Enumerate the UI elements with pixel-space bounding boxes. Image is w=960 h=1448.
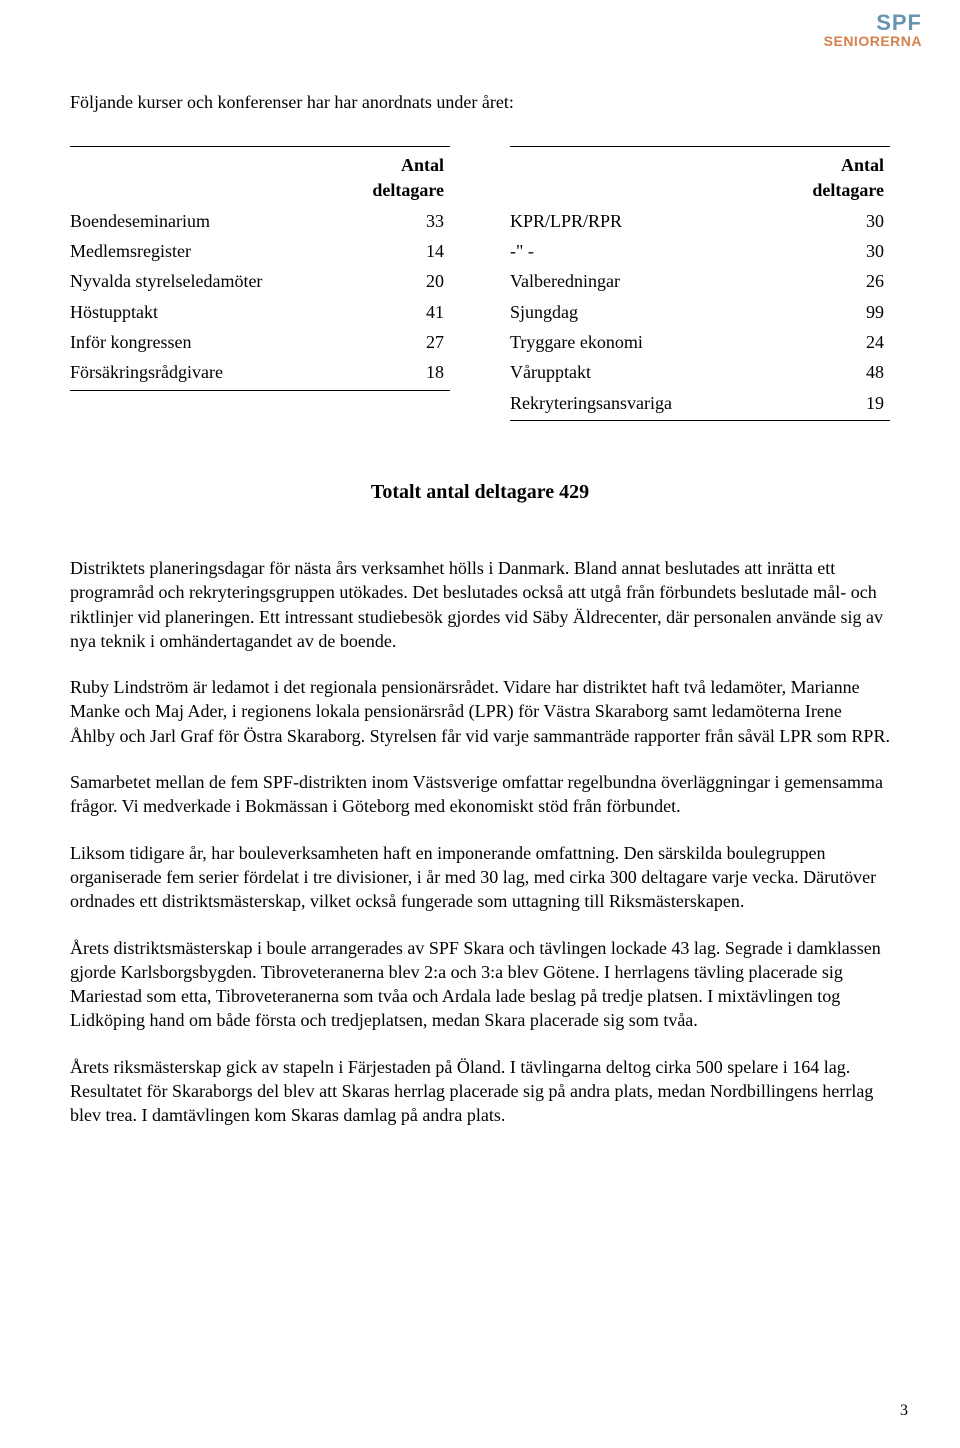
row-value: 18 [372,357,450,387]
page-content: Följande kurser och konferenser har har … [0,0,960,1190]
table-rule [510,420,890,421]
logo-line1: SPF [824,12,922,34]
row-value: 30 [812,236,890,266]
table-row: Boendeseminarium33 [70,206,450,236]
table-row: Försäkringsrådgivare18 [70,357,450,387]
table-row: Sjungdag99 [510,297,890,327]
row-value: 41 [372,297,450,327]
row-label: KPR/LPR/RPR [510,206,812,236]
body-paragraph: Liksom tidigare år, har bouleverksamhete… [70,841,890,914]
row-label: Rekryteringsansvariga [510,388,812,418]
row-label: Vårupptakt [510,357,812,387]
table-row: Inför kongressen27 [70,327,450,357]
row-value: 99 [812,297,890,327]
row-label: Tryggare ekonomi [510,327,812,357]
body-paragraph: Årets distriktsmästerskap i boule arrang… [70,936,890,1033]
row-value: 27 [372,327,450,357]
participants-table-right: Antal deltagare KPR/LPR/RPR30-" -30Valbe… [510,149,890,418]
table-left: Antal deltagare Boendeseminarium33Medlem… [70,144,450,423]
row-label: -" - [510,236,812,266]
table-right: Antal deltagare KPR/LPR/RPR30-" -30Valbe… [510,144,890,423]
row-label: Inför kongressen [70,327,372,357]
table-row: Vårupptakt48 [510,357,890,387]
table-row: Rekryteringsansvariga19 [510,388,890,418]
body-paragraph: Distriktets planeringsdagar för nästa år… [70,556,890,653]
logo: SPF SENIORERNA [824,12,922,48]
total-participants: Totalt antal deltagare 429 [70,479,890,506]
table-row: Tryggare ekonomi24 [510,327,890,357]
body-paragraphs: Distriktets planeringsdagar för nästa år… [70,556,890,1128]
page-number: 3 [900,1402,908,1420]
row-label: Medlemsregister [70,236,372,266]
body-paragraph: Ruby Lindström är ledamot i det regional… [70,675,890,748]
row-value: 24 [812,327,890,357]
table-row: KPR/LPR/RPR30 [510,206,890,236]
tables-container: Antal deltagare Boendeseminarium33Medlem… [70,144,890,423]
table-row: Valberedningar26 [510,266,890,296]
row-value: 26 [812,266,890,296]
table-row: Medlemsregister14 [70,236,450,266]
table-rule [70,146,450,147]
body-paragraph: Samarbetet mellan de fem SPF-distrikten … [70,770,890,819]
table-rule [510,146,890,147]
row-label: Höstupptakt [70,297,372,327]
table-header: Antal deltagare [812,149,890,206]
table-row: Höstupptakt41 [70,297,450,327]
row-value: 19 [812,388,890,418]
table-row: -" -30 [510,236,890,266]
row-label: Valberedningar [510,266,812,296]
row-value: 20 [372,266,450,296]
row-label: Boendeseminarium [70,206,372,236]
intro-text: Följande kurser och konferenser har har … [70,90,890,114]
row-value: 14 [372,236,450,266]
logo-line2: SENIORERNA [824,34,922,48]
table-header: Antal deltagare [372,149,450,206]
row-value: 30 [812,206,890,236]
table-row: Nyvalda styrelseledamöter20 [70,266,450,296]
body-paragraph: Årets riksmästerskap gick av stapeln i F… [70,1055,890,1128]
row-value: 48 [812,357,890,387]
row-label: Nyvalda styrelseledamöter [70,266,372,296]
row-value: 33 [372,206,450,236]
row-label: Sjungdag [510,297,812,327]
row-label: Försäkringsrådgivare [70,357,372,387]
participants-table-left: Antal deltagare Boendeseminarium33Medlem… [70,149,450,387]
table-rule [70,390,450,391]
